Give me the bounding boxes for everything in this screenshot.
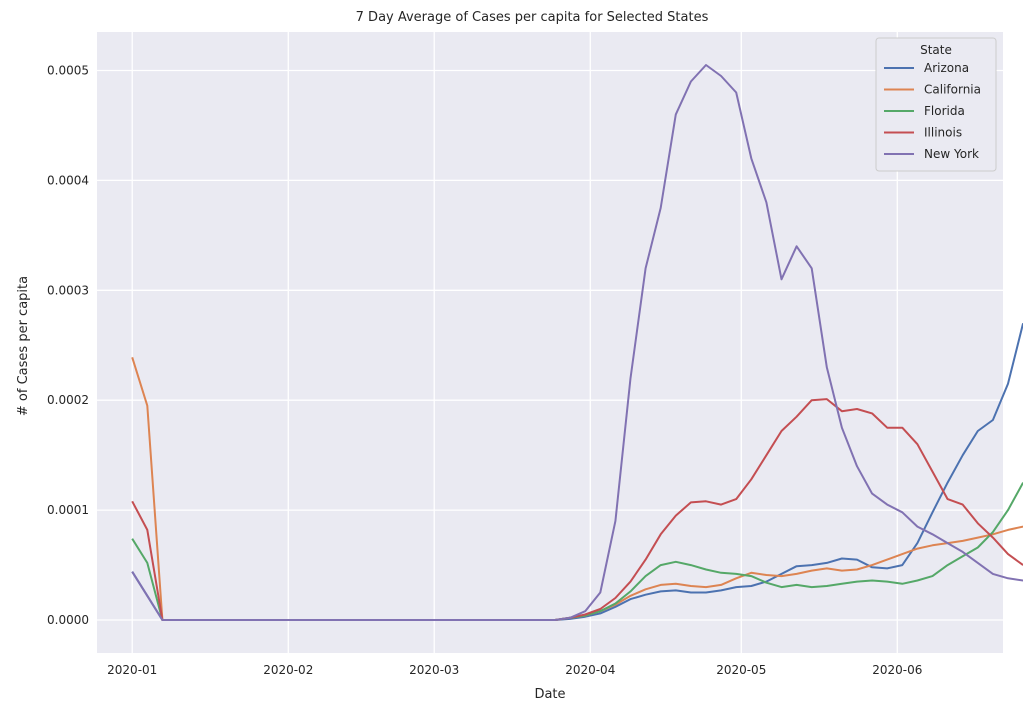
y-tick-label: 0.0000 <box>47 613 89 627</box>
legend-items: Arizona California Florida Illinois New York <box>884 61 981 161</box>
legend-item: New York <box>884 147 979 161</box>
series-lines <box>131 64 1023 621</box>
legend-title: State <box>920 43 952 57</box>
chart-title: 7 Day Average of Cases per capita for Se… <box>356 10 709 25</box>
x-tick-label: 2020-06 <box>872 663 922 677</box>
legend-label: Illinois <box>924 126 962 140</box>
x-tick-label: 2020-03 <box>409 663 459 677</box>
legend-item: Florida <box>884 104 965 118</box>
legend-label: New York <box>924 147 979 161</box>
legend-label: California <box>924 83 981 97</box>
plot-background <box>97 32 1003 653</box>
legend-label: Florida <box>924 104 965 118</box>
x-tick-label: 2020-02 <box>263 663 313 677</box>
legend-item: Illinois <box>884 126 962 140</box>
x-tick-label: 2020-04 <box>565 663 615 677</box>
legend-item: California <box>884 83 981 97</box>
y-tick-labels: 0.0000 0.0001 0.0002 0.0003 0.0004 0.0005 <box>47 63 89 627</box>
y-tick-label: 0.0005 <box>47 63 89 77</box>
x-tick-label: 2020-01 <box>107 663 157 677</box>
y-tick-label: 0.0001 <box>47 503 89 517</box>
y-axis-label: # of Cases per capita <box>16 276 31 416</box>
legend: State Arizona California Florida Illinois Ne… <box>875 37 997 172</box>
y-tick-label: 0.0004 <box>47 173 89 187</box>
legend-item: Arizona <box>884 61 969 75</box>
x-axis-label: Date <box>534 687 565 702</box>
x-tick-label: 2020-05 <box>716 663 766 677</box>
x-tick-labels: 2020-01 2020-02 2020-03 2020-04 2020-05 2020-… <box>107 663 922 677</box>
series-line-new-york <box>131 64 1023 621</box>
legend-label: Arizona <box>924 61 969 75</box>
legend-box <box>875 37 997 172</box>
y-tick-label: 0.0002 <box>47 393 89 407</box>
y-tick-label: 0.0003 <box>47 283 89 297</box>
